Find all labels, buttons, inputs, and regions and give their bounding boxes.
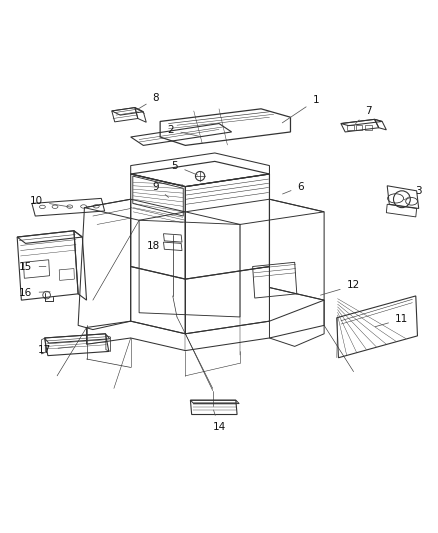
Text: 8: 8 xyxy=(137,93,159,109)
Text: 10: 10 xyxy=(29,196,71,207)
Text: 7: 7 xyxy=(356,106,371,124)
Text: 14: 14 xyxy=(212,410,226,432)
Text: 11: 11 xyxy=(375,314,409,327)
Text: 6: 6 xyxy=(283,182,304,194)
Bar xyxy=(347,125,354,130)
Text: 17: 17 xyxy=(38,345,73,355)
Text: 16: 16 xyxy=(19,288,50,297)
Text: 3: 3 xyxy=(404,186,422,200)
Text: 1: 1 xyxy=(282,95,319,123)
Text: 18: 18 xyxy=(147,241,168,252)
Text: 9: 9 xyxy=(152,182,169,197)
Text: 15: 15 xyxy=(19,262,46,271)
Text: 2: 2 xyxy=(167,125,199,136)
Text: 5: 5 xyxy=(172,160,198,175)
Bar xyxy=(365,125,372,130)
Text: 12: 12 xyxy=(321,280,360,295)
Bar xyxy=(356,125,362,130)
